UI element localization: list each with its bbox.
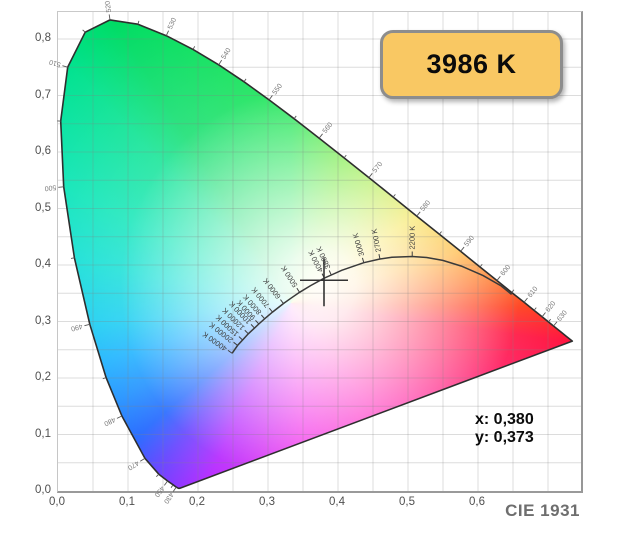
temperature-tick-label: 2200 K: [408, 226, 417, 250]
wavelength-tick: [156, 473, 160, 478]
wavelength-label: 610: [527, 286, 540, 300]
y-axis-tick-label: 0,2: [35, 371, 51, 383]
temperature-tick-label: 3000 K: [351, 232, 366, 257]
wavelength-label: 540: [220, 47, 232, 61]
wavelength-tick: [165, 30, 169, 36]
y-axis-tick-label: 0,6: [35, 145, 51, 157]
planckian-locus-curve: [231, 255, 513, 354]
wavelength-tick: [243, 78, 247, 83]
xy-coordinate-readout: x: 0,380 y: 0,373: [475, 411, 534, 447]
y-axis-tick-label: 0,0: [35, 484, 51, 496]
x-axis-tick-label: 0,1: [119, 496, 135, 508]
cct-value-badge: 3986 K: [380, 30, 563, 99]
wavelength-tick: [163, 480, 168, 486]
wavelength-tick: [541, 312, 546, 318]
temperature-tick: [255, 319, 260, 325]
x-axis-tick-label: 0,2: [189, 496, 205, 508]
wavelength-tick: [139, 457, 146, 462]
y-axis-tick-label: 0,8: [35, 32, 51, 44]
x-axis-tick-label: 0,0: [49, 496, 65, 508]
wavelength-tick: [293, 115, 297, 119]
wavelength-label: 550: [271, 83, 284, 97]
wavelength-tick: [82, 29, 86, 33]
y-axis-tick-label: 0,7: [35, 88, 51, 101]
y-axis-tick-label: 0,1: [35, 427, 51, 440]
wavelength-tick: [523, 297, 528, 303]
wavelength-tick: [268, 95, 273, 101]
wavelength-tick: [343, 154, 347, 159]
readout-y: y: 0,373: [475, 429, 534, 446]
spectral-locus-outline: [59, 19, 574, 490]
temperature-tick: [268, 307, 273, 313]
chart-overlay-svg: 4304504704804905005105205305405505605705…: [44, 0, 581, 505]
wavelength-label: 530: [167, 17, 178, 31]
temperature-tick-label: 2700 K: [370, 228, 383, 253]
wavelength-tick: [70, 257, 75, 259]
wavelength-tick: [102, 377, 107, 380]
wavelength-label: 510: [48, 58, 61, 68]
temperature-tick: [328, 270, 332, 276]
wavelength-label: 450: [153, 484, 166, 498]
wavelength-tick: [368, 173, 373, 178]
x-axis-tick-label: 0,6: [469, 496, 485, 508]
temperature-tick: [280, 299, 284, 304]
temperature-tick: [260, 314, 266, 320]
temperature-tick: [244, 329, 249, 335]
temperature-tick-label: 5000 K: [279, 264, 299, 289]
wavelength-label: 430: [162, 491, 174, 505]
y-axis-tick-label: 0,3: [35, 314, 51, 327]
wavelength-tick: [318, 133, 323, 139]
wavelength-label: 600: [499, 264, 512, 278]
wavelength-tick: [172, 486, 177, 492]
wavelength-label: 490: [70, 322, 83, 332]
wavelength-tick: [218, 59, 223, 66]
wavelength-tick: [62, 65, 68, 68]
temperature-tick: [238, 336, 243, 341]
wavelength-tick: [137, 20, 140, 25]
wavelength-label: 630: [556, 309, 569, 323]
wavelength-label: 480: [103, 415, 117, 426]
wavelength-label: 500: [44, 183, 56, 191]
wavelength-tick: [496, 275, 501, 281]
wavelength-tick: [108, 14, 111, 20]
wavelength-tick: [553, 321, 558, 327]
temperature-tick: [227, 349, 233, 354]
wavelength-tick: [192, 46, 196, 50]
y-axis-tick-label: 0,4: [35, 258, 51, 270]
x-axis-tick-label: 0,4: [329, 496, 345, 508]
wavelength-label: 580: [419, 199, 432, 213]
wavelength-tick: [460, 246, 465, 252]
temperature-tick: [296, 287, 300, 293]
temperature-tick: [233, 341, 238, 346]
wavelength-tick: [58, 186, 64, 188]
diagram-standard-label: CIE 1931: [505, 501, 580, 520]
temperature-tick: [361, 257, 365, 263]
wavelength-tick: [533, 307, 537, 311]
wavelength-tick: [479, 263, 483, 268]
readout-x: x: 0,380: [475, 411, 534, 428]
wavelength-tick: [511, 289, 515, 293]
x-axis-tick-label: 0,5: [399, 496, 415, 508]
wavelength-tick: [170, 484, 174, 488]
x-axis-tick-label: 0,3: [259, 496, 275, 508]
wavelength-tick: [439, 231, 442, 235]
temperature-tick: [250, 324, 255, 329]
wavelength-label: 520: [104, 0, 113, 13]
wavelength-tick: [116, 415, 123, 419]
wavelength-tick: [416, 211, 421, 217]
cct-value-text: 3986 K: [426, 49, 517, 79]
temperature-tick: [378, 254, 381, 260]
wavelength-label: 620: [545, 300, 558, 314]
wavelength-tick: [548, 318, 551, 323]
y-axis-tick-label: 0,5: [35, 201, 51, 214]
wavelength-tick: [392, 194, 396, 198]
wavelength-tick: [84, 323, 90, 327]
